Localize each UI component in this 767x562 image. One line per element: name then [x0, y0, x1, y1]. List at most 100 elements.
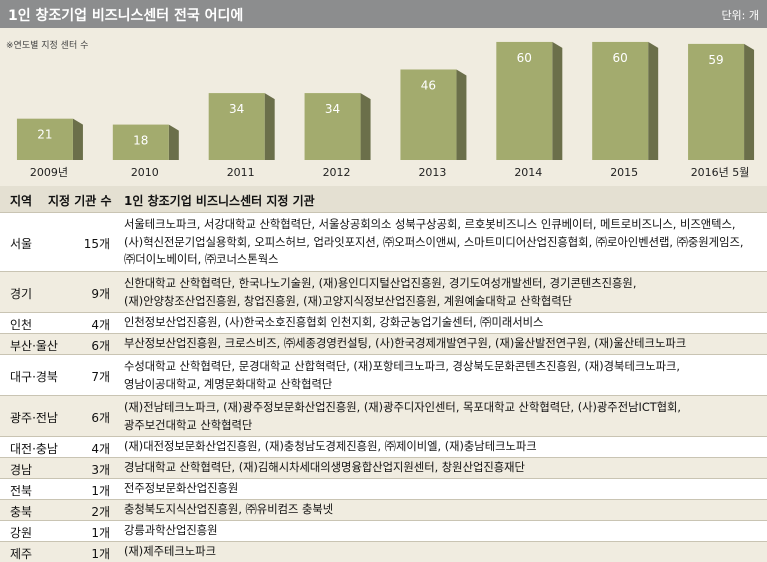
x-tick-label: 2010 [131, 166, 159, 179]
bar-side [456, 69, 467, 160]
institution-line: (재)전남테크노파크, (재)광주정보문화산업진흥원, (재)광주디자인센터, … [124, 401, 681, 414]
table-row: 광주·전남 6개 (재)전남테크노파크, (재)광주정보문화산업진흥원, (재)광주… [0, 395, 767, 436]
table-row: 서울 15개 서울테크노파크, 서강대학교 산학협력단, 서울상공회의소 성북구상공… [0, 212, 767, 271]
institution-line: (재)대전정보문화산업진흥원, (재)충청남도경제진흥원, ㈜제이비엘, (재)… [124, 440, 537, 453]
region-cell: 서울 [10, 237, 33, 251]
bar-side [168, 124, 179, 160]
header-region: 지역 [10, 194, 33, 208]
bar [592, 41, 649, 160]
institution-line: (재)제주테크노파크 [124, 545, 216, 558]
institutions-cell: (재)대전정보문화산업진흥원, (재)충청남도경제진흥원, ㈜제이비엘, (재)… [124, 438, 764, 456]
bar [112, 124, 169, 160]
count-cell: 3개 [91, 463, 110, 477]
institutions-cell: 충청북도지식산업진흥원, ㈜유비컴즈 충북넷 [124, 501, 764, 519]
bar-side [264, 93, 275, 160]
count-cell: 9개 [91, 287, 110, 301]
institution-line: 광주보건대학교 산학협력단 [124, 418, 253, 432]
count-cell: 4개 [91, 318, 110, 332]
x-tick-label: 2013 [418, 166, 446, 179]
x-tick-label: 2009년 [30, 166, 68, 179]
institution-line: 인천정보산업진흥원, (사)한국소호진흥협회 인천지회, 강화군농업기술센터, … [124, 316, 544, 329]
region-cell: 충북 [10, 505, 33, 519]
bar-value-label: 46 [421, 78, 436, 92]
x-tick-label: 2015 [610, 166, 638, 179]
institution-line: 충청북도지식산업진흥원, ㈜유비컴즈 충북넷 [124, 503, 334, 516]
region-cell: 강원 [10, 526, 33, 540]
region-cell: 경기 [10, 287, 33, 301]
institutions-cell: 수성대학교 산학협력단, 문경대학교 산합혁력단, (재)포항테크노파크, 경상… [124, 358, 764, 393]
bar-value-label: 60 [613, 51, 628, 65]
bar-value-label: 60 [517, 51, 532, 65]
institution-line: ㈜더이노베이터, ㈜코너스톤웍스 [124, 253, 279, 266]
unit-label: 단위: 개 [721, 9, 759, 22]
count-cell: 4개 [91, 442, 110, 456]
bar-side [72, 118, 83, 160]
institution-line: 영남이공대학교, 계명문화대학교 산학협력단 [124, 377, 333, 391]
institutions-cell: 전주정보문화산업진흥원 [124, 480, 764, 498]
count-cell: 2개 [91, 505, 110, 519]
count-cell: 1개 [91, 547, 110, 561]
chart-title: 1인 창조기업 비즈니스센터 전국 어디에 [8, 8, 244, 24]
institution-line: (사)혁신전문기업실용학회, 오피스허브, 업라잇포지션, ㈜오퍼스이앤씨, 스… [124, 235, 744, 249]
region-cell: 대구·경북 [10, 370, 58, 384]
institutions-cell: 인천정보산업진흥원, (사)한국소호진흥협회 인천지회, 강화군농업기술센터, … [124, 314, 764, 332]
bar-side [360, 93, 371, 160]
institution-line: 서울테크노파크, 서강대학교 산학협력단, 서울상공회의소 성북구상공회, 르호… [124, 218, 736, 231]
bar [208, 93, 265, 160]
institutions-cell: 신한대학교 산학협력단, 한국나노기술원, (재)용인디지털산업진흥원, 경기도… [124, 275, 764, 310]
institutions-cell: 경남대학교 산학협력단, (재)김해시차세대의생명융합산업지원센터, 창원산업진… [124, 459, 764, 477]
count-cell: 15개 [83, 237, 110, 251]
count-cell: 7개 [91, 370, 110, 384]
bar-side [744, 43, 755, 160]
bar-value-label: 59 [708, 53, 723, 67]
bar-value-label: 34 [325, 102, 340, 116]
table-row: 충북 2개 충청북도지식산업진흥원, ㈜유비컴즈 충북넷 [0, 499, 767, 520]
bar [304, 93, 361, 160]
institutions-cell: 서울테크노파크, 서강대학교 산학협력단, 서울상공회의소 성북구상공회, 르호… [124, 216, 764, 269]
institutions-cell: 부산정보산업진흥원, 크로스비즈, ㈜세종경영컨설팅, (사)한국경제개발연구원… [124, 335, 764, 353]
institutions-cell: (재)제주테크노파크 [124, 543, 764, 561]
institution-line: 수성대학교 산학협력단, 문경대학교 산합혁력단, (재)포항테크노파크, 경상… [124, 360, 681, 373]
bar-side [648, 41, 659, 160]
table-row: 대전·충남 4개 (재)대전정보문화산업진흥원, (재)충청남도경제진흥원, ㈜제이… [0, 436, 767, 457]
count-cell: 6개 [91, 411, 110, 425]
table-row: 전북 1개 전주정보문화산업진흥원 [0, 478, 767, 499]
institution-table: 지역 지정 기관 수 1인 창조기업 비즈니스센터 지정 기관 서울 15개 서울테… [0, 186, 767, 562]
table-header: 지역 지정 기관 수 1인 창조기업 비즈니스센터 지정 기관 [0, 186, 767, 212]
count-cell: 6개 [91, 339, 110, 353]
table-row: 경기 9개 신한대학교 산학협력단, 한국나노기술원, (재)용인디지털산업진흥원,… [0, 271, 767, 312]
institution-line: 부산정보산업진흥원, 크로스비즈, ㈜세종경영컨설팅, (사)한국경제개발연구원… [124, 337, 687, 350]
institution-line: (재)안양창조산업진흥원, 창업진흥원, (재)고양지식정보산업진흥원, 계원예… [124, 294, 573, 308]
table-row: 경남 3개 경남대학교 산학협력단, (재)김해시차세대의생명융합산업지원센터, 창… [0, 457, 767, 478]
region-cell: 부산·울산 [10, 339, 58, 353]
region-cell: 광주·전남 [10, 411, 58, 425]
region-cell: 제주 [10, 547, 33, 561]
institution-line: 신한대학교 산학협력단, 한국나노기술원, (재)용인디지털산업진흥원, 경기도… [124, 277, 637, 290]
institution-line: 경남대학교 산학협력단, (재)김해시차세대의생명융합산업지원센터, 창원산업진… [124, 461, 525, 474]
chart-note: ※연도별 지정 센터 수 [6, 41, 89, 51]
table-row: 제주 1개 (재)제주테크노파크 [0, 541, 767, 562]
region-cell: 대전·충남 [10, 442, 58, 456]
bar [16, 118, 73, 160]
bar-value-label: 18 [133, 134, 148, 148]
bar-value-label: 21 [37, 128, 52, 142]
x-tick-label: 2014 [514, 166, 542, 179]
x-tick-label: 2012 [323, 166, 351, 179]
region-cell: 전북 [10, 484, 33, 498]
header-count: 지정 기관 수 [48, 194, 112, 208]
count-cell: 1개 [91, 484, 110, 498]
chart-header: 1인 창조기업 비즈니스센터 전국 어디에 단위: 개 [0, 0, 767, 28]
table-row: 인천 4개 인천정보산업진흥원, (사)한국소호진흥협회 인천지회, 강화군농업기술… [0, 312, 767, 333]
region-cell: 경남 [10, 463, 33, 477]
x-tick-label: 2016년 5월 [691, 166, 750, 179]
bar [496, 41, 553, 160]
institution-line: 전주정보문화산업진흥원 [124, 482, 239, 495]
bar [400, 69, 457, 160]
header-institutions: 1인 창조기업 비즈니스센터 지정 기관 [124, 194, 315, 208]
table-row: 대구·경북 7개 수성대학교 산학협력단, 문경대학교 산합혁력단, (재)포항테크… [0, 354, 767, 395]
x-tick-label: 2011 [227, 166, 255, 179]
table-row: 부산·울산 6개 부산정보산업진흥원, 크로스비즈, ㈜세종경영컨설팅, (사)한국… [0, 333, 767, 354]
bar [688, 43, 745, 160]
bar-chart: 21 2009년 18 2010 34 2011 34 2012 46 2013 60 2014 60 2… [16, 41, 755, 179]
bar-side [552, 41, 563, 160]
